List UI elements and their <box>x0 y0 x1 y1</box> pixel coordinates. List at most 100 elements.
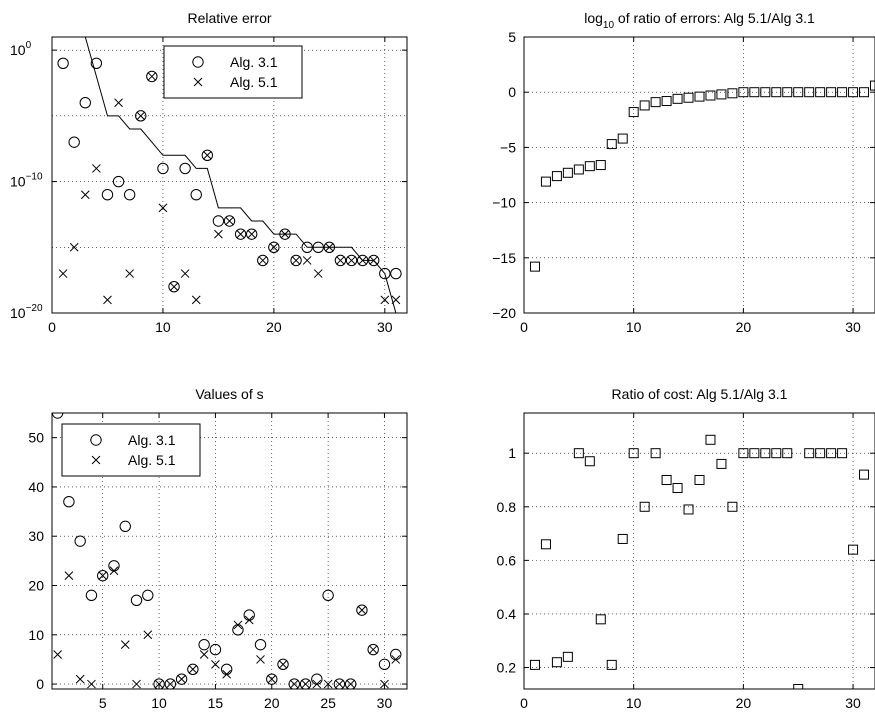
data-point <box>214 229 223 239</box>
axes-frame <box>523 36 875 314</box>
data-point <box>190 189 202 201</box>
data-point <box>254 638 267 651</box>
data-point <box>771 448 782 459</box>
y-tick-label: 0.6 <box>497 552 517 568</box>
data-point <box>749 448 760 459</box>
data-point <box>683 504 694 515</box>
data-point <box>220 663 233 675</box>
data-point <box>595 614 606 625</box>
plot-area <box>529 80 875 272</box>
y-tick-label: 50 <box>28 430 44 446</box>
series-line-2 <box>84 37 397 313</box>
data-point <box>112 175 125 188</box>
data-point <box>738 448 749 459</box>
data-point <box>109 566 119 576</box>
data-point <box>75 674 85 684</box>
data-point <box>68 136 80 148</box>
data-point <box>236 229 245 239</box>
data-point <box>290 254 302 267</box>
data-point <box>573 164 584 175</box>
data-point <box>289 679 299 689</box>
data-point <box>52 413 64 419</box>
x-tick-label: 0 <box>520 319 528 335</box>
legend-label: Alg. 3.1 <box>230 54 278 70</box>
x-tick-label: 25 <box>320 695 336 711</box>
data-point <box>661 96 672 107</box>
data-point <box>551 657 562 668</box>
series-alg-5-1 <box>58 72 401 305</box>
legend-marker-circle <box>90 434 102 446</box>
legend: Alg. 3.1 Alg. 5.1 <box>163 45 303 99</box>
x-tick-label: 10 <box>151 695 167 711</box>
data-point <box>120 640 130 649</box>
data-point <box>356 604 368 616</box>
data-point <box>551 171 562 182</box>
data-point <box>234 228 247 240</box>
data-point <box>69 242 79 252</box>
data-point <box>705 90 716 101</box>
plot-area <box>529 434 870 689</box>
x-tick-label: 20 <box>736 319 752 335</box>
data-point <box>826 87 837 98</box>
data-point <box>311 673 323 685</box>
data-point <box>291 256 301 265</box>
data-point <box>562 651 573 662</box>
x-tick-label: 20 <box>736 695 752 711</box>
data-point <box>749 87 760 98</box>
y-tick-label: 10 <box>28 627 44 643</box>
data-point <box>225 216 234 226</box>
series-line-0 <box>529 434 870 689</box>
data-point <box>114 98 123 108</box>
data-point <box>380 679 389 689</box>
plot-area <box>57 37 402 313</box>
data-point <box>299 678 312 689</box>
data-point <box>694 91 705 102</box>
x-tick-label: 30 <box>377 695 393 711</box>
data-point <box>345 254 358 267</box>
data-point <box>347 256 356 265</box>
y-tick-label: 10−20 <box>10 303 43 321</box>
data-point <box>187 663 199 675</box>
data-point <box>334 254 347 267</box>
data-point <box>101 189 114 201</box>
data-point <box>258 256 268 265</box>
data-point <box>74 535 86 547</box>
legend-label: Alg. 5.1 <box>128 452 176 468</box>
data-point <box>63 496 75 508</box>
y-tick-label: 0 <box>508 84 516 100</box>
data-point <box>595 160 606 171</box>
data-point <box>168 281 180 293</box>
legend-box <box>163 45 303 99</box>
data-point <box>125 269 135 278</box>
data-point <box>175 673 188 685</box>
chart-title: Relative error <box>187 10 271 26</box>
data-point <box>617 533 628 544</box>
data-point <box>378 658 391 671</box>
data-point <box>804 448 815 459</box>
data-point <box>650 97 661 108</box>
data-point <box>209 643 222 656</box>
y-tick-label: 5 <box>508 29 516 45</box>
x-tick-label: 30 <box>845 319 861 335</box>
data-point <box>606 139 617 150</box>
legend-label: Alg. 3.1 <box>128 432 176 448</box>
x-tick-label: 30 <box>377 319 393 335</box>
chart-panel-3: 5 10 15 20 25 30 50 40 30 20 10 0 Values of s Alg. 3.… <box>28 386 408 711</box>
x-tick-label: 0 <box>520 695 528 711</box>
chart-panel-2: 0 10 20 30 5 0 −5 −10 −15 −20 log10 of ratio of er… <box>492 10 875 335</box>
data-point <box>64 571 74 580</box>
data-point <box>233 620 243 630</box>
data-point <box>782 448 793 459</box>
data-point <box>79 97 91 109</box>
data-point <box>256 655 265 664</box>
data-point <box>267 674 277 684</box>
y-tick-label: 1 <box>508 445 516 461</box>
data-point <box>244 615 254 625</box>
data-point <box>169 282 179 292</box>
y-tick-label: −20 <box>492 305 516 321</box>
data-point <box>584 161 595 172</box>
data-point <box>573 448 584 459</box>
data-point <box>177 674 186 684</box>
data-point <box>188 664 198 674</box>
data-point <box>606 659 617 670</box>
